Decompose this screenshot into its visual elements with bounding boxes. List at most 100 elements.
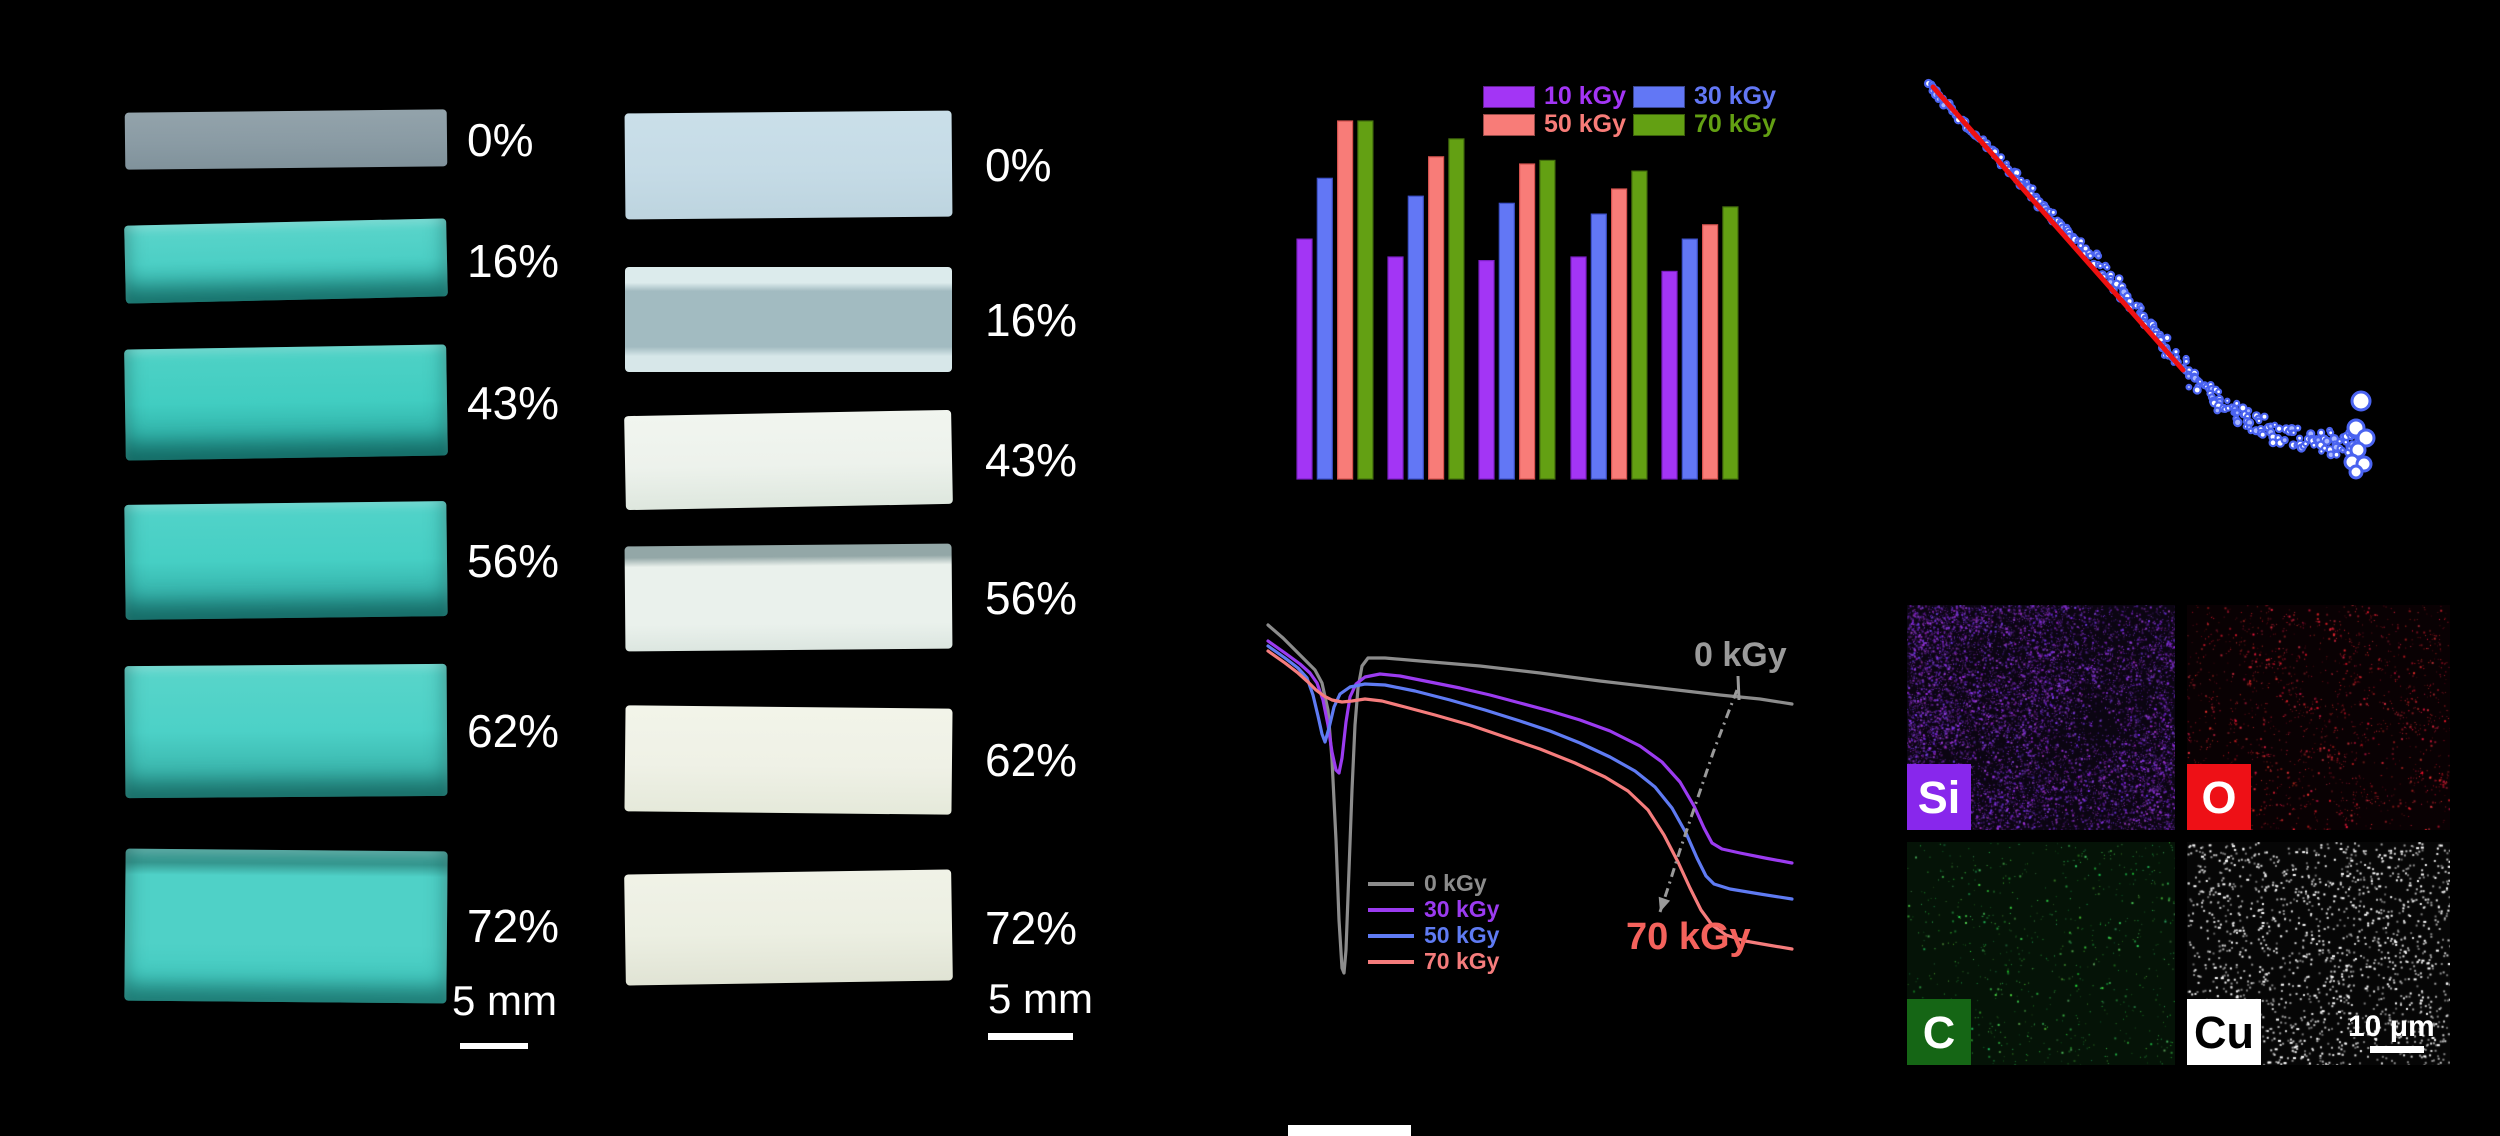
scatter-point (2258, 430, 2267, 439)
line-legend-item-70kGy: 70 kGy (1368, 948, 1500, 974)
scatter-point (2255, 417, 2263, 425)
bar-10kGy-group3 (1478, 260, 1495, 480)
annotation-tick (1736, 675, 1741, 701)
bar-50kGy-group3 (1519, 163, 1536, 480)
scatter-point (2339, 446, 2347, 454)
legend-item-50kGy: 50 kGy (1483, 112, 1633, 137)
scatter-point (2162, 333, 2172, 343)
scatter-point (2317, 428, 2326, 437)
sample-label-16%: 16% (467, 235, 560, 287)
sample-label-62%: 62% (985, 734, 1078, 786)
bar-30kGy-group2 (1407, 195, 1424, 480)
eds-label-o: O (2187, 764, 2251, 830)
bar-30kGy-group1 (1316, 177, 1333, 480)
legend-item-10kGy: 10 kGy (1483, 84, 1633, 109)
bar-10kGy-group5 (1661, 270, 1678, 480)
legend-item-30kGy: 30 kGy (1633, 84, 1783, 109)
bar-30kGy-group4 (1590, 213, 1607, 480)
curve-30kGy (1266, 639, 1794, 865)
line-legend-item-50kGy: 50 kGy (1368, 922, 1500, 948)
bar-10kGy-group2 (1387, 256, 1404, 480)
line-legend-label: 50 kGy (1424, 922, 1500, 948)
scatter-point (2271, 421, 2278, 428)
line-legend-item-30kGy: 30 kGy (1368, 896, 1500, 922)
bar-70kGy-group2 (1448, 138, 1465, 480)
bar-50kGy-group5 (1702, 224, 1719, 480)
line-legend-item-0kGy: 0 kGy (1368, 870, 1499, 896)
sample-label-43%: 43% (467, 376, 560, 429)
line-chart-legend: 0 kGy 30 kGy 50 kGy 70 kGy (1368, 870, 1500, 974)
sample-label-0%: 0% (985, 139, 1052, 191)
scale-label: 5 mm (452, 977, 557, 1024)
curve-0kGy (1266, 623, 1794, 975)
fit-line (1930, 84, 2186, 373)
sample-label-43%: 43% (985, 434, 1078, 486)
scatter-point (2294, 424, 2302, 432)
sample-label-56%: 56% (467, 534, 560, 587)
eds-scale-label: 10 μm (2348, 1010, 2435, 1043)
scatter-point (2332, 450, 2341, 459)
eds-label-si: Si (1907, 764, 1971, 830)
sample-label-16%: 16% (985, 293, 1078, 346)
scale-label: 5 mm (988, 975, 1093, 1022)
scatter-point (2182, 357, 2190, 365)
scatter-point (2290, 429, 2297, 437)
eds-scale-bar (2370, 1046, 2424, 1053)
bar-30kGy-group3 (1498, 202, 1515, 480)
scatter-point (2049, 208, 2057, 217)
bar-30kGy-group5 (1681, 238, 1698, 480)
bar-10kGy-group1 (1296, 238, 1313, 480)
scatter-point (2280, 436, 2289, 445)
bar-50kGy-group2 (1428, 156, 1445, 480)
bar-chart-legend: 10 kGy 30 kGy 50 kGy 70 kGy (1483, 84, 1783, 137)
scatter-cluster-point (2350, 390, 2372, 412)
line-legend-swatch (1368, 933, 1414, 938)
sample-label-72%: 72% (985, 901, 1078, 954)
scale-bar (988, 1033, 1073, 1040)
scatter-point (2086, 252, 2094, 260)
bar-70kGy-group4 (1631, 170, 1648, 480)
scatter-point (2260, 412, 2269, 421)
scatter-point (2232, 417, 2243, 428)
sample-label-56%: 56% (985, 571, 1078, 624)
line-legend-label: 70 kGy (1424, 948, 1500, 974)
scatter-point (2103, 263, 2111, 271)
scale-bar (460, 1043, 528, 1049)
scatter-point (2196, 378, 2204, 385)
legend-swatch (1483, 85, 1535, 108)
bar-70kGy-group1 (1357, 120, 1374, 480)
legend-swatch (1633, 113, 1685, 136)
line-legend-label: 0 kGy (1424, 870, 1487, 896)
bar-10kGy-group4 (1570, 256, 1587, 480)
eds-label-c: C (1907, 999, 1971, 1065)
sample-label-0%: 0% (467, 113, 534, 166)
scatter-plot (1923, 78, 2376, 480)
bar-chart (1296, 120, 1739, 480)
bar-50kGy-group4 (1611, 188, 1628, 480)
curve-70kGy (1266, 649, 1794, 951)
scatter-cluster-point (2348, 464, 2364, 480)
scatter-cluster-point (2356, 428, 2376, 448)
legend-label: 70 kGy (1694, 110, 1777, 138)
sample-label-62%: 62% (467, 705, 560, 757)
bar-50kGy-group1 (1336, 120, 1354, 480)
scatter-point (2215, 388, 2223, 396)
legend-swatch (1483, 113, 1535, 136)
bar-70kGy-group3 (1539, 159, 1556, 480)
legend-label: 10 kGy (1544, 82, 1627, 110)
line-chart (1266, 623, 1794, 975)
line-legend-label: 30 kGy (1424, 896, 1500, 922)
sample-strip-16% (625, 267, 952, 372)
annotation-70kgy: 70 kGy (1626, 916, 1751, 958)
legend-swatch (1633, 85, 1685, 108)
bar-70kGy-group5 (1722, 206, 1739, 480)
legend-label: 30 kGy (1694, 82, 1777, 110)
partial-scale-bar (1288, 1125, 1411, 1136)
scatter-point (2327, 429, 2335, 437)
sample-label-72%: 72% (467, 900, 560, 952)
legend-item-70kGy: 70 kGy (1633, 112, 1783, 137)
